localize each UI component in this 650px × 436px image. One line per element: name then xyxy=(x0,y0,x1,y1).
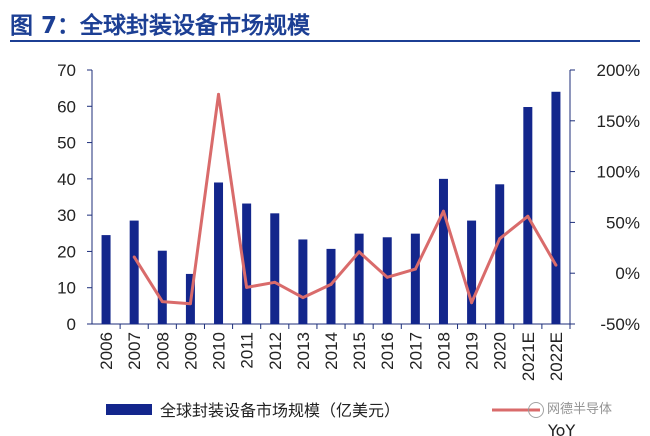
x-tick-label: 2021E xyxy=(519,332,538,381)
y-tick-label: 0 xyxy=(67,315,76,334)
bar-2014 xyxy=(326,248,336,324)
x-tick-label: 2018 xyxy=(434,332,453,370)
bar-2012 xyxy=(270,213,280,324)
x-tick-label: 2014 xyxy=(322,332,341,370)
y-tick-label: 40 xyxy=(57,170,76,189)
yoy-point-2013 xyxy=(301,296,305,300)
x-tick-label: 2013 xyxy=(294,332,313,370)
yoy-point-2007 xyxy=(132,255,136,259)
yoy-point-2020 xyxy=(498,237,502,241)
y2-tick-label: 100% xyxy=(597,163,640,182)
y-tick-label: 20 xyxy=(57,242,76,261)
bar-2008 xyxy=(157,250,167,324)
yoy-point-2022E xyxy=(554,263,558,267)
x-tick-label: 2015 xyxy=(350,332,369,370)
x-tick-label: 2009 xyxy=(181,332,200,370)
y2-tick-label: 200% xyxy=(597,61,640,80)
y2-tick-label: -50% xyxy=(600,315,640,334)
y-tick-label: 10 xyxy=(57,279,76,298)
yoy-point-2012 xyxy=(273,280,277,284)
bar-2015 xyxy=(354,233,364,324)
x-tick-label: 2019 xyxy=(463,332,482,370)
bar-2016 xyxy=(382,237,392,324)
yoy-point-2014 xyxy=(329,282,333,286)
bar-2022E xyxy=(551,91,561,325)
x-tick-label: 2007 xyxy=(125,332,144,370)
yoy-point-2015 xyxy=(357,250,361,254)
x-tick-label: 2017 xyxy=(406,332,425,370)
yoy-line xyxy=(132,92,558,306)
title-underline xyxy=(10,40,640,42)
watermark: 网德半导体 xyxy=(528,398,612,418)
bar-2007 xyxy=(129,220,139,324)
x-tick-label: 2022E xyxy=(547,332,566,381)
y-tick-label: 30 xyxy=(57,206,76,225)
bar-2019 xyxy=(467,220,477,324)
yoy-point-2018 xyxy=(441,209,445,213)
bar-2020 xyxy=(495,184,505,324)
yoy-point-2008 xyxy=(160,300,164,304)
legend-label-line: YoY xyxy=(547,421,575,436)
legend-label-bars: 全球封装设备市场规模（亿美元） xyxy=(160,401,400,420)
bar-2011 xyxy=(242,203,252,324)
x-tick-label: 2008 xyxy=(153,332,172,370)
x-tick-label: 2010 xyxy=(210,332,229,370)
bar-2018 xyxy=(438,178,448,324)
y2-tick-label: 0% xyxy=(615,264,640,283)
bar-2010 xyxy=(214,182,224,324)
y-tick-label: 60 xyxy=(57,97,76,116)
yoy-point-2011 xyxy=(245,285,249,289)
bar-2017 xyxy=(410,233,420,324)
y2-tick-label: 50% xyxy=(606,213,640,232)
y-tick-label: 70 xyxy=(57,61,76,80)
yoy-point-2009 xyxy=(188,302,192,306)
bar-2013 xyxy=(298,239,308,324)
x-tick-label: 2012 xyxy=(266,332,285,370)
yoy-point-2017 xyxy=(413,267,417,271)
x-tick-label: 2011 xyxy=(238,332,257,369)
yoy-point-2016 xyxy=(385,275,389,279)
x-tick-label: 2016 xyxy=(378,332,397,370)
y-tick-label: 50 xyxy=(57,134,76,153)
yoy-point-2021E xyxy=(526,214,530,218)
chart-title: 图 7：全球封装设备市场规模 xyxy=(10,13,311,39)
legend-swatch-bars xyxy=(106,404,152,415)
yoy-point-2010 xyxy=(217,92,221,96)
watermark-text: 网德半导体 xyxy=(547,402,613,417)
y2-tick-label: 150% xyxy=(597,112,640,131)
yoy-point-2019 xyxy=(470,301,474,305)
wechat-icon xyxy=(528,401,544,418)
x-tick-label: 2006 xyxy=(97,332,116,370)
x-tick-label: 2020 xyxy=(491,332,510,370)
bar-2006 xyxy=(101,235,111,324)
